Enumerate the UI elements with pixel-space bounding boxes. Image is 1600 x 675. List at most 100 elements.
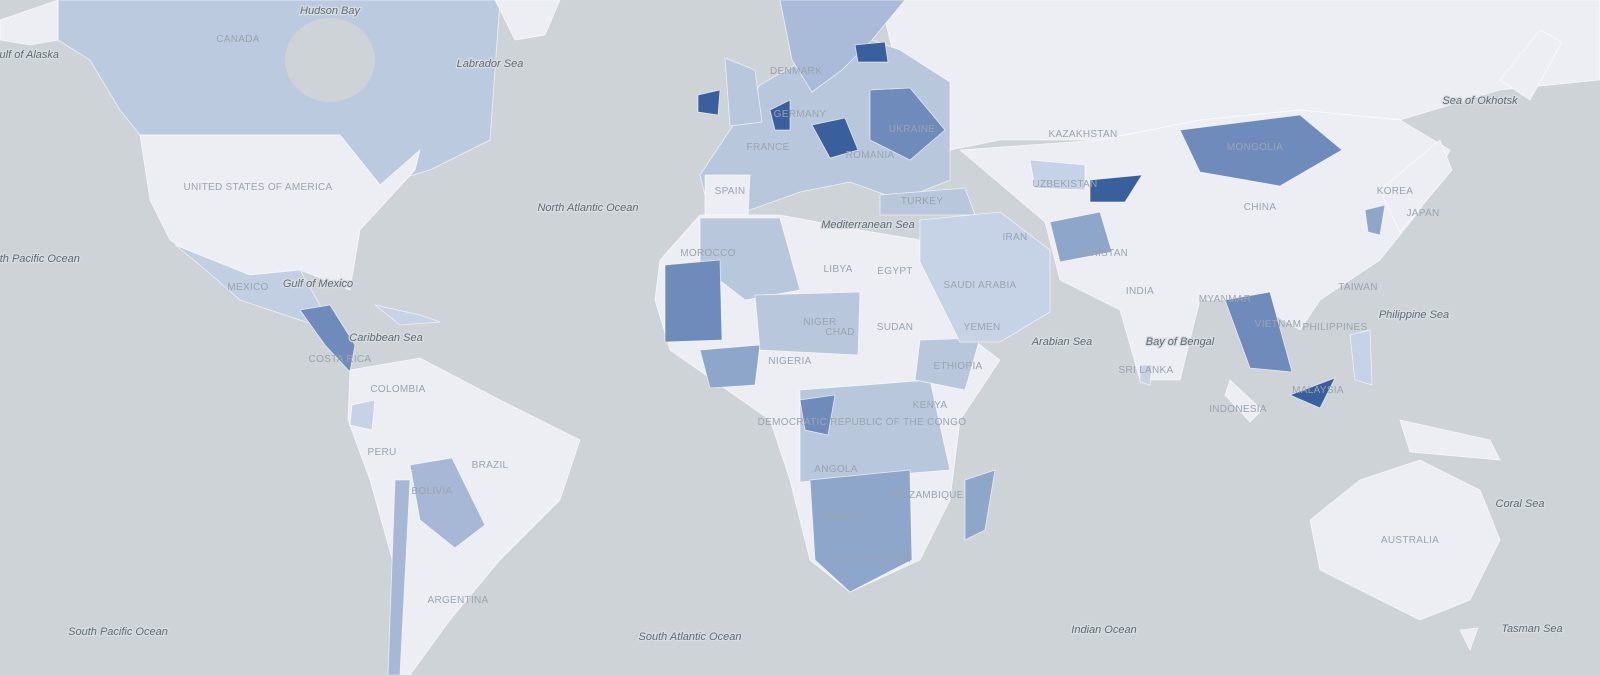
bolivia-paraguay — [409, 457, 486, 549]
water-label: Arabian Sea — [1031, 336, 1093, 348]
water-label: Gulf of Mexico — [283, 278, 353, 290]
country-label: KENYA — [913, 400, 948, 411]
water-label: South Pacific Ocean — [0, 253, 80, 265]
country-label: DENMARK — [770, 66, 822, 77]
country-label: ROMANIA — [846, 150, 895, 161]
central-africa — [799, 379, 951, 483]
kamchatka — [1499, 29, 1563, 101]
greenland — [494, 0, 561, 41]
country-label: SRI LANKA — [1119, 365, 1174, 376]
country-label: NIGERIA — [768, 356, 811, 367]
country-label: SAUDI ARABIA — [943, 280, 1016, 291]
benelux — [769, 99, 791, 131]
uk — [724, 57, 763, 127]
ukraine — [869, 87, 946, 161]
country-label: SUDAN — [877, 322, 914, 333]
country-label: BOLIVIA — [411, 486, 452, 497]
west-africa — [699, 344, 761, 389]
korea — [1364, 204, 1386, 236]
country-label: UNITED STATES OF AMERICA — [183, 182, 332, 193]
country-label: NIGER — [803, 317, 836, 328]
country-label: GERMANY — [774, 109, 827, 120]
australia — [1309, 459, 1501, 621]
country-label: UZBEKISTAN — [1032, 179, 1097, 190]
water-label: Caribbean Sea — [349, 332, 422, 344]
country-label: PHILIPPINES — [1303, 322, 1368, 333]
alaska — [0, 0, 59, 46]
country-label: UKRAINE — [889, 124, 936, 135]
mauritania — [664, 259, 723, 343]
indochina — [1224, 291, 1293, 373]
congo — [799, 394, 836, 436]
water-label: Labrador Sea — [457, 58, 524, 70]
country-label: ANGOLA — [814, 464, 858, 475]
water-label: South Atlantic Ocean — [639, 631, 742, 643]
country-label: MYANMAR — [1199, 294, 1251, 305]
baltic — [854, 41, 889, 63]
southern-africa — [809, 469, 913, 593]
country-label: PERU — [368, 447, 397, 458]
country-label: MALAYSIA — [1292, 385, 1344, 396]
country-label: MEXICO — [227, 282, 268, 293]
hudson-bay — [285, 18, 375, 102]
country-label: BRAZIL — [472, 460, 509, 471]
water-label: Tasman Sea — [1501, 623, 1562, 635]
water-label: North Atlantic Ocean — [537, 202, 638, 214]
philippines — [1349, 329, 1373, 386]
country-label: SPAIN — [715, 186, 746, 197]
country-label: CANADA — [216, 34, 260, 45]
malaysia — [1288, 377, 1336, 409]
water-label: Mediterranean Sea — [821, 219, 915, 231]
country-label: LIBYA — [823, 264, 852, 275]
kyrgyzstan — [1089, 174, 1143, 203]
country-label: KAZAKHSTAN — [1049, 129, 1118, 140]
water-label: Gulf of Alaska — [0, 49, 59, 61]
country-label: PAKISTAN — [1078, 248, 1128, 259]
water-label: Coral Sea — [1496, 498, 1545, 510]
labels: Hudson Bay Labrador Sea Gulf of Alaska Nort… — [0, 4, 1564, 645]
country-label: VIETNAM — [1255, 319, 1302, 330]
japan — [1379, 139, 1453, 233]
central-europe — [811, 117, 859, 159]
country-label: AUSTRALIA — [1381, 535, 1439, 546]
country-label: IRAN — [1002, 232, 1027, 243]
water-label: Bay of Bengal — [1146, 336, 1215, 348]
country-label: MONGOLIA — [1227, 142, 1283, 153]
uzbekistan — [1029, 159, 1086, 191]
water-label: South Pacific Ocean — [68, 626, 168, 638]
country-label: ARGENTINA — [427, 595, 488, 606]
ecuador — [349, 399, 376, 431]
sahel — [754, 291, 861, 356]
mongolia — [1179, 114, 1343, 187]
water-label: Philippine Sea — [1379, 309, 1449, 321]
chile — [387, 479, 411, 675]
country-label: FRANCE — [747, 142, 790, 153]
afghanistan — [1049, 211, 1113, 263]
country-label: INDIA — [1126, 286, 1154, 297]
country-label: MOZAMBIQUE — [892, 490, 963, 501]
sumatra — [1224, 379, 1263, 423]
country-label: COSTA RICA — [309, 354, 372, 365]
caribbean-islands — [374, 304, 441, 326]
country-label: COLOMBIA — [370, 384, 425, 395]
country-label: SOUTH AFRICA — [833, 554, 911, 565]
country-label: CHAD — [825, 327, 855, 338]
country-label: TURKEY — [901, 196, 943, 207]
country-label: YEMEN — [963, 322, 1000, 333]
water-label: Hudson Bay — [300, 5, 361, 17]
country-label: ETHIOPIA — [933, 361, 982, 372]
sri-lanka — [1139, 364, 1153, 386]
country-label: TAIWAN — [1338, 282, 1378, 293]
water-label: Sea of Okhotsk — [1442, 95, 1518, 107]
country-label: MOROCCO — [680, 248, 735, 259]
madagascar — [964, 469, 996, 541]
arabia — [919, 211, 1051, 343]
scandinavia — [779, 0, 906, 93]
country-label: CHINA — [1244, 202, 1277, 213]
country-label: NAMIBIA — [823, 512, 866, 523]
country-label: JAPAN — [1407, 208, 1440, 219]
central-america — [299, 304, 356, 373]
new-guinea — [1399, 419, 1501, 461]
